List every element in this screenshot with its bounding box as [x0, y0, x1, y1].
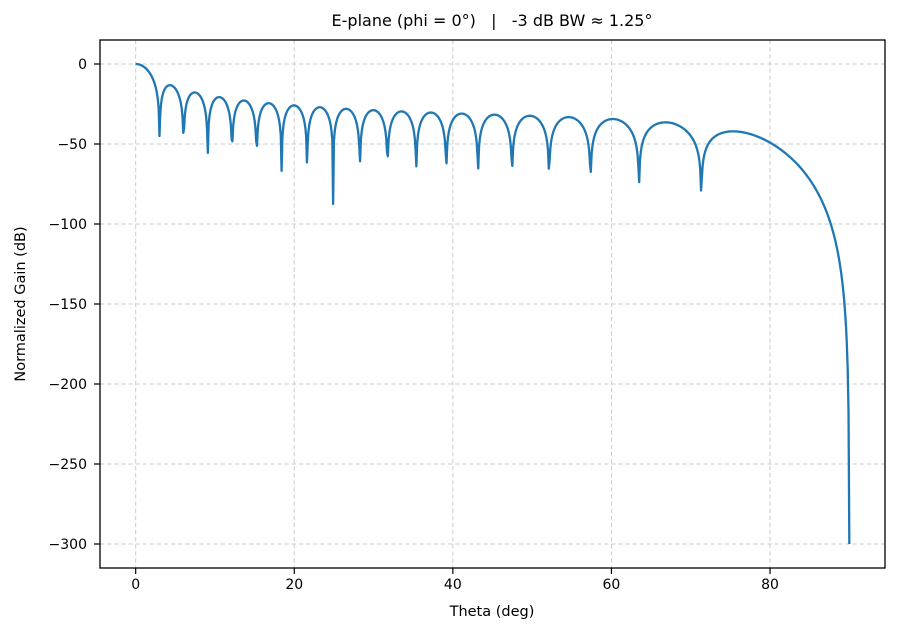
- x-tick-label-80: 80: [761, 577, 779, 593]
- y-tick-label-0: 0: [78, 57, 87, 73]
- x-tick-label-0: 0: [131, 577, 140, 593]
- y-tick-label--250: −250: [49, 457, 87, 473]
- series-group: [135, 62, 851, 545]
- y-axis-label: Normalized Gain (dB): [13, 226, 29, 381]
- x-tick-label-20: 20: [285, 577, 303, 593]
- chart-title: E-plane (phi = 0°) | -3 dB BW ≈ 1.25°: [332, 11, 653, 30]
- x-axis-label: Theta (deg): [449, 604, 535, 620]
- y-tick-label--100: −100: [49, 217, 87, 233]
- y-tick-label--200: −200: [49, 377, 87, 393]
- series-line-0: [135, 62, 851, 545]
- y-tick-label--50: −50: [57, 137, 87, 153]
- x-tick-label-60: 60: [603, 577, 621, 593]
- y-tick-label--150: −150: [49, 297, 87, 313]
- y-tick-label--300: −300: [49, 537, 87, 553]
- tick-labels: 0 20 40 60 80 0 −50 −100 −150 −200 −250 −300: [49, 57, 779, 593]
- tick-marks: [94, 63, 771, 574]
- grid-lines: [100, 40, 885, 568]
- x-tick-label-40: 40: [444, 577, 462, 593]
